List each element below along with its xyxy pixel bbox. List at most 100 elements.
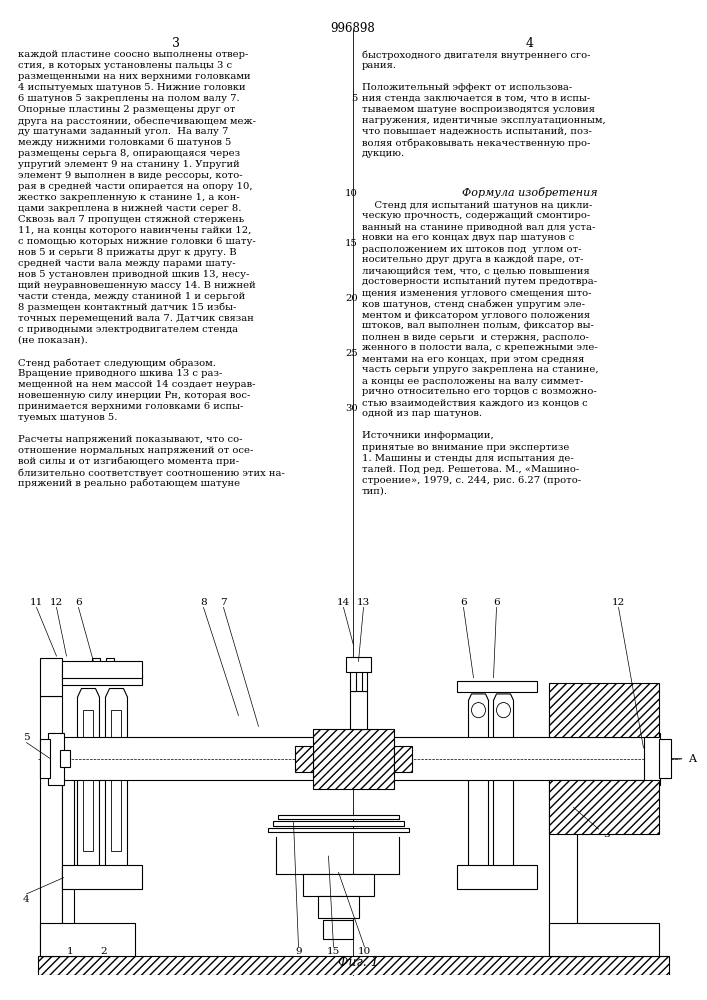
Text: 3: 3: [603, 830, 610, 839]
Text: Опорные пластины 2 размещены друг от: Опорные пластины 2 размещены друг от: [18, 105, 235, 114]
Text: щий неуравновешенную массу 14. В нижней: щий неуравновешенную массу 14. В нижней: [18, 281, 256, 290]
Text: упругий элемент 9 на станину 1. Упругий: упругий элемент 9 на станину 1. Упругий: [18, 160, 240, 169]
Text: 11, на концы которого навинчены гайки 12,: 11, на концы которого навинчены гайки 12…: [18, 226, 252, 235]
Text: 1: 1: [67, 947, 74, 956]
Bar: [62, 661, 143, 678]
Text: жестко закрепленную к станине 1, а кон-: жестко закрепленную к станине 1, а кон-: [18, 193, 240, 202]
Text: 12: 12: [50, 598, 63, 607]
Text: ду шатунами заданный угол.  На валу 7: ду шатунами заданный угол. На валу 7: [18, 127, 228, 136]
Text: 8: 8: [200, 598, 207, 607]
Text: штоков, вал выполнен полым, фиксатор вы-: штоков, вал выполнен полым, фиксатор вы-: [362, 322, 594, 330]
Text: каждой пластине соосно выполнены отвер-: каждой пластине соосно выполнены отвер-: [18, 50, 248, 59]
Text: цами закреплена в нижней части серег 8.: цами закреплена в нижней части серег 8.: [18, 204, 241, 213]
Text: Сквозь вал 7 пропущен стяжной стержень: Сквозь вал 7 пропущен стяжной стержень: [18, 215, 244, 224]
Text: стью взаимодействия каждого из концов с: стью взаимодействия каждого из концов с: [362, 398, 588, 408]
Polygon shape: [469, 694, 489, 867]
Bar: [279, 815, 399, 819]
Bar: [93, 658, 100, 674]
Polygon shape: [105, 689, 127, 867]
Text: между нижними головками 6 шатунов 5: между нижними головками 6 шатунов 5: [18, 138, 231, 147]
Bar: [296, 746, 313, 772]
Bar: [313, 729, 394, 789]
Bar: [269, 828, 409, 832]
Text: туемых шатунов 5.: туемых шатунов 5.: [18, 413, 117, 422]
Text: 3: 3: [172, 37, 180, 50]
Text: размещены серьга 8, опирающаяся через: размещены серьга 8, опирающаяся через: [18, 149, 240, 158]
Bar: [64, 737, 648, 780]
Text: (не показан).: (не показан).: [18, 336, 88, 345]
Text: друга на расстоянии, обеспечивающем меж-: друга на расстоянии, обеспечивающем меж-: [18, 116, 256, 125]
Bar: [40, 696, 62, 956]
Text: рания.: рания.: [362, 61, 397, 70]
Text: близительно соответствует соотношению этих на-: близительно соответствует соотношению эт…: [18, 468, 285, 478]
Bar: [658, 739, 670, 778]
Bar: [62, 674, 143, 685]
Polygon shape: [83, 710, 93, 851]
Text: 15: 15: [327, 947, 340, 956]
Bar: [38, 956, 669, 975]
Text: средней части вала между парами шату-: средней части вала между парами шату-: [18, 259, 235, 268]
Bar: [549, 683, 658, 737]
Text: 9: 9: [296, 947, 302, 956]
Text: Вращение приводного шкива 13 с раз-: Вращение приводного шкива 13 с раз-: [18, 369, 223, 378]
Text: дукцию.: дукцию.: [362, 149, 405, 158]
Text: 10: 10: [345, 188, 358, 198]
Text: точных перемещений вала 7. Датчик связан: точных перемещений вала 7. Датчик связан: [18, 314, 254, 323]
Text: Формула изобретения: Формула изобретения: [462, 188, 598, 198]
Bar: [457, 865, 537, 889]
Bar: [40, 739, 50, 778]
Text: носительно друг друга в каждой паре, от-: носительно друг друга в каждой паре, от-: [362, 255, 583, 264]
Circle shape: [552, 748, 573, 770]
Bar: [549, 718, 576, 956]
Text: расположением их штоков под  углом от-: расположением их штоков под углом от-: [362, 244, 581, 253]
Text: 20: 20: [345, 294, 358, 303]
Text: 4: 4: [23, 895, 30, 904]
Text: 1. Машины и стенды для испытания де-: 1. Машины и стенды для испытания де-: [362, 454, 574, 462]
Bar: [351, 669, 356, 691]
Text: Источники информации,: Источники информации,: [362, 432, 493, 440]
Circle shape: [496, 703, 510, 718]
Bar: [40, 658, 62, 696]
Bar: [549, 780, 658, 834]
Polygon shape: [78, 689, 100, 867]
Bar: [394, 746, 411, 772]
Text: 30: 30: [345, 404, 358, 413]
Text: с помощью которых нижние головки 6 шату-: с помощью которых нижние головки 6 шату-: [18, 237, 256, 246]
Bar: [346, 657, 370, 672]
Text: щения изменения углового смещения што-: щения изменения углового смещения што-: [362, 288, 592, 298]
Polygon shape: [112, 710, 122, 851]
Text: нов 5 установлен приводной шкив 13, несу-: нов 5 установлен приводной шкив 13, несу…: [18, 270, 250, 279]
Text: с приводными электродвигателем стенда: с приводными электродвигателем стенда: [18, 325, 238, 334]
Bar: [303, 874, 373, 896]
Text: рично относительно его торцов с возможно-: рично относительно его торцов с возможно…: [362, 387, 597, 396]
Text: 8 размещен контактный датчик 15 избы-: 8 размещен контактный датчик 15 избы-: [18, 303, 236, 312]
Text: 11: 11: [30, 598, 43, 607]
Text: 5: 5: [23, 733, 30, 742]
Text: 5: 5: [351, 94, 358, 103]
Bar: [274, 821, 404, 826]
Text: Фиг. 1: Фиг. 1: [338, 956, 379, 969]
Bar: [457, 681, 537, 692]
Text: пряжений в реально работающем шатуне: пряжений в реально работающем шатуне: [18, 479, 240, 488]
Text: 4 испытуемых шатунов 5. Нижние головки: 4 испытуемых шатунов 5. Нижние головки: [18, 83, 245, 92]
Text: 25: 25: [345, 349, 358, 358]
Text: ментами на его концах, при этом средняя: ментами на его концах, при этом средняя: [362, 355, 585, 363]
Text: стия, в которых установлены пальцы 3 с: стия, в которых установлены пальцы 3 с: [18, 61, 232, 70]
Bar: [61, 750, 71, 767]
Text: ния стенда заключается в том, что в испы-: ния стенда заключается в том, что в испы…: [362, 94, 590, 103]
Bar: [643, 733, 660, 785]
Text: талей. Под ред. Решетова. М., «Машино-: талей. Под ред. Решетова. М., «Машино-: [362, 464, 579, 474]
Text: 10: 10: [358, 947, 371, 956]
Text: тываемом шатуне воспроизводятся условия: тываемом шатуне воспроизводятся условия: [362, 105, 595, 114]
Bar: [62, 865, 143, 889]
Bar: [40, 923, 136, 956]
Text: A: A: [689, 754, 696, 764]
Text: 12: 12: [612, 598, 625, 607]
Bar: [361, 669, 366, 691]
Text: 996898: 996898: [331, 22, 375, 35]
Text: 4: 4: [526, 37, 534, 50]
Text: а концы ее расположены на валу симмет-: а концы ее расположены на валу симмет-: [362, 376, 583, 385]
Text: 7: 7: [220, 598, 227, 607]
Text: отношение нормальных напряжений от осе-: отношение нормальных напряжений от осе-: [18, 446, 253, 455]
Text: новешенную силу инерции Рн, которая вос-: новешенную силу инерции Рн, которая вос-: [18, 391, 250, 400]
